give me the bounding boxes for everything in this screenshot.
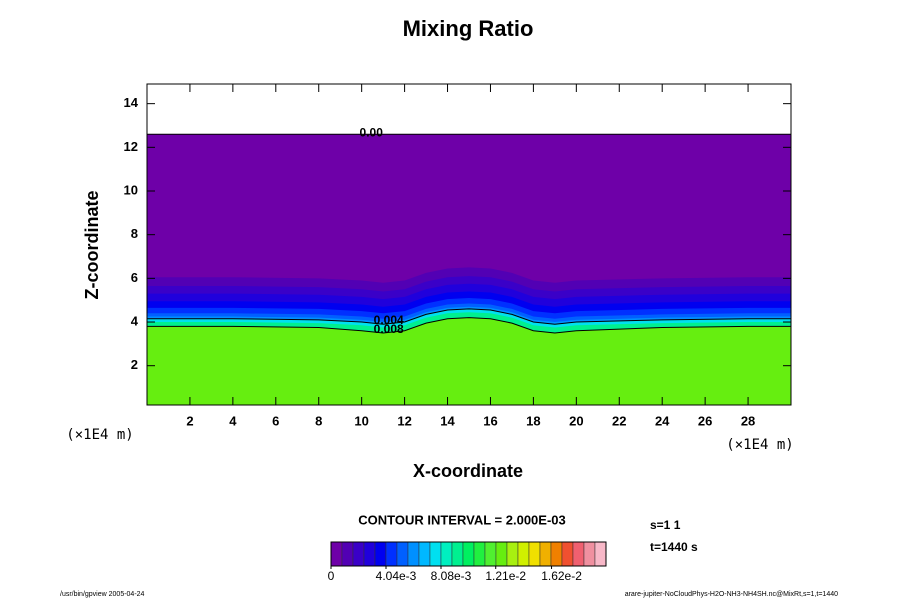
y-tick-label: 4 [131,313,139,328]
y-tick-label: 14 [124,95,139,110]
colorbar-frame [330,541,607,567]
x-tick-label: 24 [655,413,670,428]
y-axis-label: Z-coordinate [82,190,102,299]
colorbar-cell [528,541,541,567]
colorbar-cell [363,541,376,567]
x-tick-label: 14 [440,413,455,428]
colorbar-cell [594,541,607,567]
colorbar-tick-label: 0 [328,569,335,583]
y-tick-label: 2 [131,357,138,372]
colorbar-cell [550,541,563,567]
colorbar-cell [539,541,552,567]
colorbar-cell [385,541,398,567]
colorbar-tick-label: 4.04e-3 [376,569,417,583]
plot-frame [146,83,792,406]
colorbar-cell [429,541,442,567]
colorbar-cell [495,541,508,567]
colorbar-tick-label: 8.08e-3 [431,569,472,583]
colorbar-cell [396,541,409,567]
colorbar-tick-label: 1.21e-2 [485,569,526,583]
colorbar-cell [374,541,387,567]
x-tick-label: 4 [229,413,237,428]
colorbar-cell [484,541,497,567]
field [147,134,791,405]
x-tick-label: 2 [186,413,193,428]
colorbar-cell [462,541,475,567]
shading [147,317,791,405]
x-tick-label: 28 [741,413,755,428]
contour-interval: CONTOUR INTERVAL = 2.000E-03 [358,512,565,527]
x-tick-label: 18 [526,413,540,428]
colorbar-cell [451,541,464,567]
colorbar-cell [583,541,596,567]
contour-label: 0.008 [374,322,404,336]
x-axis-label: X-coordinate [413,461,523,481]
x-tick-label: 10 [354,413,368,428]
contour-label: 0.00 [360,125,384,139]
chart-title: Mixing Ratio [403,16,534,41]
contour-line [147,308,791,325]
colorbar-cell [440,541,453,567]
note: s=1 1 [650,518,681,532]
x-unit: (×1E4 m) [726,437,793,453]
y-unit: (×1E4 m) [66,427,133,443]
x-tick-label: 8 [315,413,322,428]
x-tick-label: 20 [569,413,583,428]
footer: /usr/bin/gpview 2005-04-24 [60,591,145,598]
colorbar-cell [341,541,354,567]
x-tick-label: 16 [483,413,497,428]
colorbar-cell [352,541,365,567]
colorbar-cell [572,541,585,567]
x-tick-label: 26 [698,413,712,428]
colorbar-cell [330,541,343,567]
y-tick-label: 12 [124,139,138,154]
colorbar-cell [561,541,574,567]
x-tick-label: 22 [612,413,626,428]
y-tick-label: 8 [131,226,138,241]
colorbar-cell [418,541,431,567]
colorbar-cell [407,541,420,567]
contour-label: 0.004 [374,313,404,327]
colorbar-cell [473,541,486,567]
contour-line [147,317,791,334]
colorbar-cell [506,541,519,567]
y-tick-label: 10 [124,182,138,197]
note: t=1440 s [650,540,698,554]
colorbar-tick-label: 1.62e-2 [541,569,582,583]
x-tick-label: 6 [272,413,279,428]
y-tick-label: 6 [131,270,138,285]
x-tick-label: 12 [397,413,411,428]
colorbar-cell [517,541,530,567]
footer: arare-jupiter-NoCloudPhys-H2O-NH3-NH4SH.… [625,591,838,598]
